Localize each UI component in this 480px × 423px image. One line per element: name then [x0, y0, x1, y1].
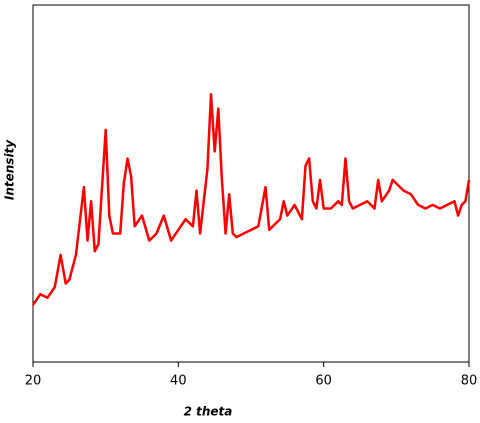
plot-frame [32, 4, 470, 363]
data-line [31, 93, 471, 306]
x-tick-label: 80 [461, 374, 478, 389]
x-tick-label: 20 [25, 374, 42, 389]
x-tick-label: 60 [315, 374, 332, 389]
x-axis-label: 2 theta [184, 405, 233, 419]
x-tick-label: 40 [170, 374, 187, 389]
y-axis-label: Intensity [3, 139, 17, 200]
